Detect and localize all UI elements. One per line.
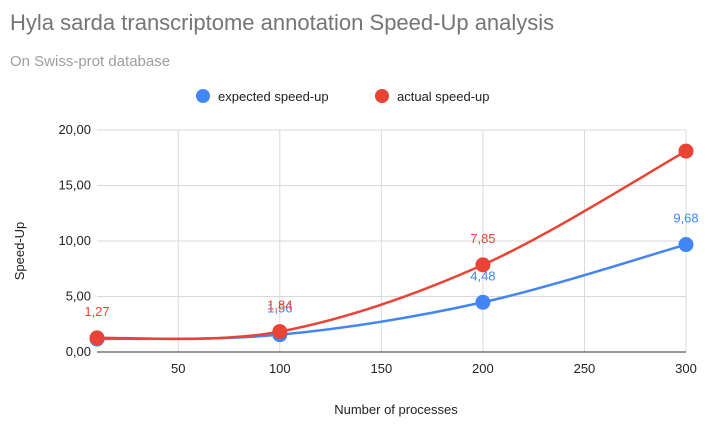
data-point <box>272 324 288 340</box>
data-point <box>678 143 694 159</box>
data-label: 9,68 <box>673 211 698 226</box>
data-point <box>475 257 491 273</box>
chart-title: Hyla sarda transcriptome annotation Spee… <box>10 10 555 35</box>
series-line <box>96 149 687 341</box>
data-label: 1,84 <box>267 298 292 313</box>
legend-label: expected speed-up <box>218 89 329 104</box>
legend-label: actual speed-up <box>397 89 490 104</box>
data-point <box>475 294 491 310</box>
x-tick-label: 300 <box>675 361 697 376</box>
data-point <box>89 330 105 346</box>
legend: expected speed-up actual speed-up <box>196 89 490 104</box>
x-tick-label: 200 <box>472 361 494 376</box>
y-tick-label: 20,00 <box>58 122 91 137</box>
data-label: 1,27 <box>84 304 109 319</box>
grid-lines <box>97 129 687 352</box>
y-axis-title: Speed-Up <box>12 222 27 281</box>
y-tick-label: 0,00 <box>66 344 91 359</box>
x-tick-label: 50 <box>171 361 185 376</box>
x-tick-label: 250 <box>574 361 596 376</box>
data-point <box>678 237 694 253</box>
data-label: 1,56 <box>267 301 292 316</box>
y-tick-label: 5,00 <box>66 289 91 304</box>
data-label: 7,85 <box>470 231 495 246</box>
legend-marker <box>196 89 210 103</box>
series-line <box>96 243 687 341</box>
x-axis-title: Number of processes <box>334 402 458 417</box>
axes: 0,00 5,00 10,00 15,00 20,00 50 100 150 200 250 300 <box>58 122 696 376</box>
data-label: 4,48 <box>470 268 495 283</box>
series-layer: 1,56 4,48 9,68 1,27 1,84 7,85 <box>84 143 699 347</box>
legend-marker <box>375 89 389 103</box>
chart-subtitle: On Swiss-prot database <box>10 53 171 70</box>
y-tick-label: 10,00 <box>58 233 91 248</box>
y-tick-label: 15,00 <box>58 178 91 193</box>
x-tick-label: 150 <box>370 361 392 376</box>
x-tick-label: 100 <box>269 361 291 376</box>
